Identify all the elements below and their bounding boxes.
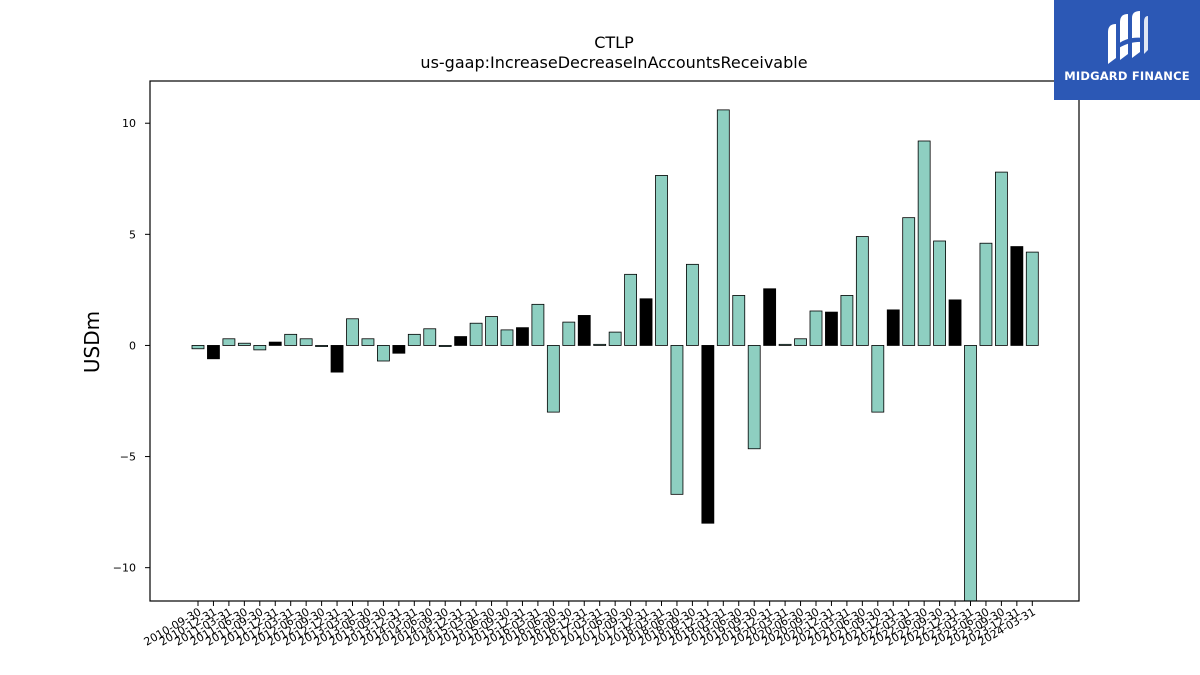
bar-2022-06-30 — [917, 140, 931, 346]
bar-2018-03-31 — [655, 175, 668, 346]
bar-2020-06-30 — [794, 338, 807, 346]
bar-2023-06-30 — [979, 242, 993, 346]
bar-2015-09-30 — [500, 329, 514, 346]
bar-2014-09-30 — [438, 345, 452, 347]
bar-2011-12-31 — [268, 341, 282, 346]
bar-2012-03-31 — [284, 333, 298, 346]
bar-2018-06-30 — [670, 345, 684, 495]
bar-2019-06-30 — [732, 295, 746, 346]
bar-2016-06-30 — [546, 345, 560, 413]
bar-2011-09-30 — [253, 345, 267, 351]
chart-title: CTLP — [594, 33, 634, 52]
bar-2018-12-31 — [701, 345, 715, 524]
y-tick-label: −5 — [120, 451, 136, 464]
bar-2022-03-31 — [902, 217, 916, 346]
bar-2015-03-31 — [469, 322, 483, 346]
brand-logo: MIDGARD FINANCE — [1054, 0, 1200, 100]
bar-2024-03-31 — [1025, 251, 1039, 346]
plot-frame — [149, 80, 1080, 602]
bar-2013-09-30 — [376, 345, 390, 362]
bar-2023-03-31 — [964, 345, 977, 602]
bar-2021-12-31 — [886, 309, 900, 346]
bar-2013-03-31 — [346, 318, 359, 346]
chart-subtitle: us-gaap:IncreaseDecreaseInAccountsReceiv… — [420, 53, 807, 72]
bar-2015-12-31 — [516, 327, 529, 346]
bar-2012-09-30 — [315, 345, 329, 347]
bar-2023-09-30 — [995, 171, 1008, 346]
bar-2019-12-31 — [763, 288, 777, 346]
y-tick-label: −10 — [113, 562, 136, 575]
bar-2013-12-31 — [392, 345, 406, 354]
bar-2017-12-31 — [639, 298, 653, 346]
bar-2020-12-31 — [825, 311, 838, 346]
bar-2022-12-31 — [948, 299, 962, 346]
bar-2022-09-30 — [933, 240, 946, 346]
midgard-logo-icon — [1108, 11, 1148, 64]
bar-2010-12-31 — [207, 345, 220, 360]
y-axis-label: USDm — [80, 311, 104, 373]
bar-2021-03-31 — [840, 295, 854, 346]
bar-2021-09-30 — [871, 345, 885, 413]
x-axis-ticks: 2010-09-302010-12-312011-03-312011-06-30… — [142, 601, 1038, 649]
bar-2017-09-30 — [624, 273, 637, 346]
bar-2019-03-31 — [716, 109, 730, 346]
bar-2010-09-30 — [191, 345, 205, 350]
bar-2017-06-30 — [608, 331, 622, 346]
bar-2020-03-31 — [778, 343, 792, 346]
bar-2014-03-31 — [407, 333, 421, 346]
bar-2016-09-30 — [562, 321, 576, 346]
y-tick-label: 10 — [122, 117, 136, 130]
bar-2018-09-30 — [686, 263, 699, 346]
bar-2017-03-31 — [593, 343, 607, 346]
bar-2016-03-31 — [531, 303, 545, 346]
bar-2019-09-30 — [747, 345, 761, 450]
bar-2011-03-31 — [222, 338, 236, 346]
bar-2023-12-31 — [1010, 246, 1024, 346]
bar-2016-12-31 — [577, 315, 591, 346]
brand-name: MIDGARD FINANCE — [1064, 69, 1190, 83]
bar-2013-06-30 — [361, 338, 375, 346]
bar-2011-06-30 — [237, 342, 251, 346]
bars-group — [191, 109, 1039, 602]
bar-2015-06-30 — [485, 316, 498, 346]
y-tick-label: 5 — [129, 228, 136, 241]
y-axis-ticks: −10 −5 0 5 10 — [113, 117, 150, 575]
bar-2012-12-31 — [330, 345, 344, 373]
bar-2021-06-30 — [855, 236, 869, 346]
bar-2014-06-30 — [423, 328, 437, 346]
bar-2020-09-30 — [809, 310, 823, 346]
bar-2012-06-30 — [299, 338, 313, 346]
y-tick-label: 0 — [129, 339, 136, 352]
bar-2014-12-31 — [454, 336, 468, 346]
